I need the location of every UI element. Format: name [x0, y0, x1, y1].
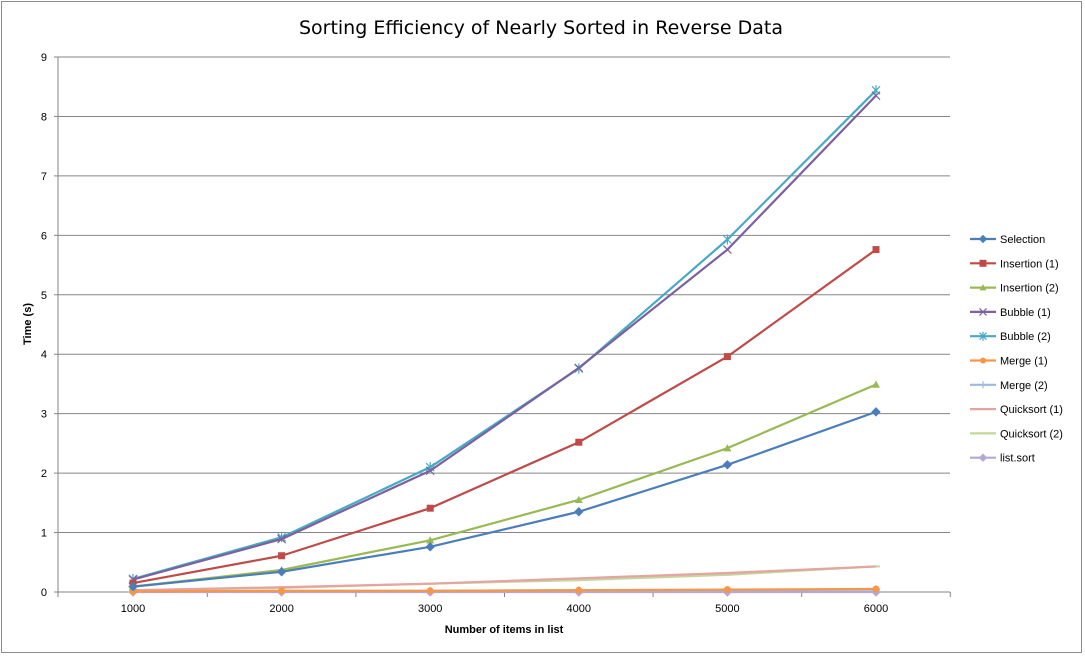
data-point-x — [979, 307, 987, 316]
data-point-diamond — [276, 567, 287, 577]
series-quicksort-1 — [132, 565, 877, 592]
y-tick-label: 7 — [41, 171, 47, 183]
legend-label: Bubble (1) — [1000, 307, 1051, 319]
axes — [57, 57, 950, 593]
data-point-x — [277, 534, 287, 544]
data-point-square — [278, 552, 286, 560]
y-tick-label: 6 — [41, 230, 47, 242]
data-point-x — [425, 466, 435, 476]
legend-label: Merge (1) — [1000, 356, 1048, 368]
y-axis-title: Time (s) — [22, 303, 34, 345]
x-tick-label: 5000 — [715, 603, 739, 615]
data-point-diamond — [425, 542, 435, 552]
data-point-square — [872, 246, 880, 254]
legend-label: Bubble (2) — [1000, 331, 1051, 343]
y-tick-label: 1 — [41, 528, 47, 540]
series-line — [132, 89, 877, 580]
data-point-diamond — [128, 581, 138, 592]
legend-item: Quicksort (1) — [970, 404, 1063, 416]
data-point-square — [723, 353, 731, 361]
x-tick-label: 6000 — [864, 603, 888, 615]
y-tick-label: 2 — [41, 468, 47, 480]
legend-item: Merge (1) — [970, 356, 1048, 368]
gridlines — [54, 56, 950, 593]
legend-label: Insertion (2) — [1000, 283, 1059, 295]
data-point-star — [722, 234, 732, 245]
y-tick-label: 4 — [41, 349, 47, 361]
legend-label: Selection — [1000, 234, 1045, 246]
chart-title: Sorting Efficiency of Nearly Sorted in R… — [299, 17, 783, 39]
data-point-triangle — [723, 444, 732, 452]
legend-item: Insertion (1) — [970, 258, 1059, 270]
data-point-circle — [426, 587, 434, 595]
x-tick-label: 4000 — [567, 603, 591, 615]
data-point-diamond — [574, 507, 584, 517]
series-line — [132, 565, 877, 592]
data-point-square — [979, 259, 987, 267]
data-point-triangle — [979, 284, 987, 291]
y-tick-label: 5 — [41, 290, 47, 302]
data-point-circle — [723, 586, 731, 594]
data-point-x — [722, 245, 732, 255]
x-tick-label: 2000 — [269, 603, 293, 615]
data-point-plus — [979, 381, 987, 389]
data-point-diamond — [871, 407, 881, 417]
legend-item: Insertion (2) — [970, 283, 1059, 295]
data-point-triangle — [872, 380, 880, 388]
y-tick-label: 8 — [41, 111, 47, 123]
series-insertion-2 — [129, 380, 880, 590]
data-point-circle — [575, 586, 583, 594]
legend-item: list.sort — [970, 453, 1035, 465]
data-point-square — [575, 438, 583, 446]
data-point-circle — [980, 357, 986, 364]
series-line — [132, 565, 877, 592]
data-point-diamond — [978, 234, 988, 244]
x-tick-label: 3000 — [418, 603, 442, 615]
y-tick-label: 0 — [41, 587, 47, 599]
series-quicksort-2 — [129, 565, 880, 592]
data-point-triangle — [426, 536, 435, 544]
data-point-x — [871, 91, 881, 101]
data-point-star — [871, 85, 881, 96]
series-line — [132, 248, 877, 585]
series-selection — [128, 407, 881, 592]
legend-label: Quicksort (1) — [1000, 404, 1063, 416]
y-tick-labels: 0 1 2 3 4 5 6 7 8 9 — [41, 52, 47, 599]
data-point-x — [574, 363, 584, 373]
legend-label: list.sort — [1000, 453, 1035, 465]
series-line — [132, 587, 877, 593]
legend-item: Merge (2) — [970, 380, 1048, 392]
series-bubble-2 — [128, 85, 881, 584]
series-line — [132, 383, 877, 588]
legend-item: Bubble (2) — [970, 331, 1051, 343]
data-point-star — [979, 331, 987, 341]
series-line — [132, 410, 877, 588]
legend-item: Quicksort (2) — [970, 428, 1063, 440]
series-bubble-1 — [128, 91, 881, 584]
legend-label: Insertion (1) — [1000, 258, 1059, 270]
data-point-circle — [278, 587, 286, 595]
data-point-diamond — [978, 453, 988, 462]
series-line — [132, 94, 877, 581]
series-group — [128, 85, 881, 597]
x-tick-label: 1000 — [121, 603, 145, 615]
x-axis-title: Number of items in list — [445, 624, 564, 636]
legend-label: Quicksort (2) — [1000, 428, 1063, 440]
y-tick-label: 9 — [41, 52, 47, 64]
legend: Selection Insertion (1) Insertion (2) Bubbl… — [970, 234, 1063, 465]
series-insertion-1 — [129, 246, 880, 587]
data-point-diamond — [722, 460, 733, 470]
y-tick-label: 3 — [41, 409, 47, 421]
data-point-square — [426, 504, 434, 512]
data-point-circle — [872, 585, 880, 593]
data-point-triangle — [574, 495, 583, 504]
legend-item: Selection — [970, 234, 1045, 246]
x-tick-labels: 1000 2000 3000 4000 5000 6000 — [57, 592, 951, 615]
legend-item: Bubble (1) — [970, 307, 1051, 319]
legend-label: Merge (2) — [1000, 380, 1048, 392]
